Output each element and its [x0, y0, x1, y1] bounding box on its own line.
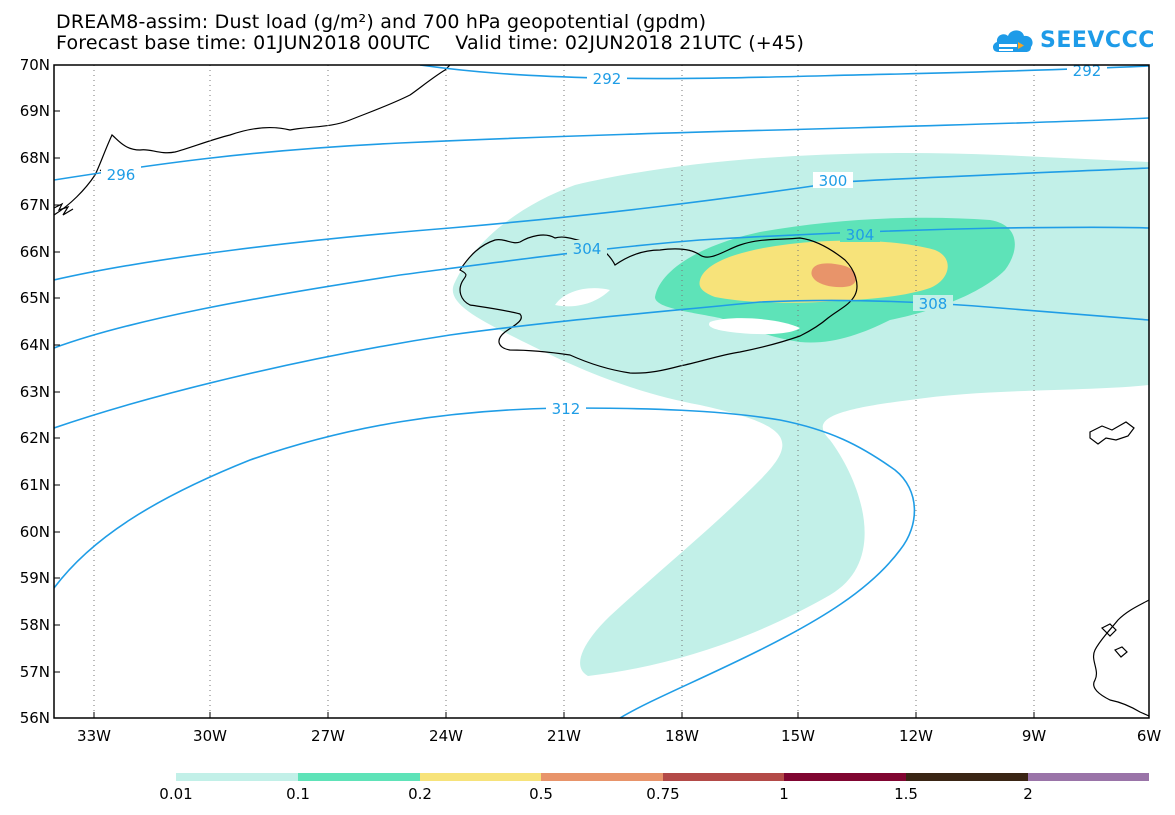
brand-text: SEEVCCC — [1040, 27, 1155, 53]
faroe-coast — [1089, 421, 1135, 445]
contour-296 — [54, 117, 1149, 181]
geopotential-contours — [54, 65, 1149, 718]
colorbar-swatch — [420, 773, 541, 781]
colorbar-label: 1.5 — [894, 785, 918, 803]
seevccc-logo: SEEVCCC — [990, 20, 1155, 60]
colorbar-swatch — [784, 773, 906, 781]
lat-label: 68N — [20, 149, 50, 167]
axis-ticks — [54, 64, 1150, 719]
greenland-coast — [54, 65, 451, 216]
longitude-labels: 33W 30W 27W 24W 21W 18W 15W 12W 9W 6W — [77, 727, 1161, 745]
contour-labels: 292 292 296 300 304 304 308 312 — [101, 62, 1107, 418]
lat-label: 63N — [20, 383, 50, 401]
contour-label-292-b: 292 — [1073, 62, 1102, 80]
lon-label: 21W — [547, 727, 581, 745]
lat-label: 67N — [20, 196, 50, 214]
contour-304 — [54, 226, 1149, 349]
colorbar-label: 0.01 — [159, 785, 193, 803]
colorbar-label: 1 — [779, 785, 789, 803]
scotland-coast — [1092, 599, 1149, 717]
lon-label: 18W — [665, 727, 699, 745]
contour-label-292-a: 292 — [593, 70, 622, 88]
colorbar-swatch — [298, 773, 420, 781]
lat-label: 69N — [20, 102, 50, 120]
cloud-logo-icon — [992, 30, 1033, 52]
colorbar-swatch — [663, 773, 784, 781]
contour-label-312: 312 — [552, 400, 581, 418]
dust-level-0-5 — [811, 263, 857, 288]
lat-label: 66N — [20, 243, 50, 261]
contour-label-296: 296 — [107, 166, 136, 184]
colorbar-label: 0.75 — [646, 785, 680, 803]
lat-label: 58N — [20, 616, 50, 634]
colorbar-swatch — [906, 773, 1028, 781]
lat-label: 65N — [20, 289, 50, 307]
dust-load-shading — [453, 153, 1149, 676]
contour-label-308: 308 — [919, 295, 948, 313]
lat-label: 57N — [20, 663, 50, 681]
colorbar-label: 0.2 — [408, 785, 432, 803]
lon-label: 27W — [311, 727, 345, 745]
contour-label-300: 300 — [819, 172, 848, 190]
lon-label: 33W — [77, 727, 111, 745]
contour-label-304-b: 304 — [846, 226, 875, 244]
lat-label: 61N — [20, 476, 50, 494]
lat-label: 56N — [20, 709, 50, 727]
colorbar-label: 2 — [1023, 785, 1033, 803]
map-title: DREAM8-assim: Dust load (g/m²) and 700 h… — [56, 11, 707, 33]
colorbar-swatch — [176, 773, 298, 781]
colorbar-label: 0.1 — [286, 785, 310, 803]
lat-label: 59N — [20, 569, 50, 587]
forecast-time-subtitle: Forecast base time: 01JUN2018 00UTC Vali… — [56, 32, 805, 54]
lat-label: 70N — [20, 56, 50, 74]
lon-label: 24W — [429, 727, 463, 745]
colorbar-swatch — [541, 773, 663, 781]
lat-label: 62N — [20, 429, 50, 447]
contour-300 — [54, 167, 1149, 281]
colorbar-swatch — [1028, 773, 1149, 781]
contour-312 — [54, 407, 916, 718]
colorbar-label: 0.5 — [529, 785, 553, 803]
lon-label: 15W — [781, 727, 815, 745]
lon-label: 30W — [193, 727, 227, 745]
lon-label: 12W — [899, 727, 933, 745]
lon-label: 9W — [1022, 727, 1047, 745]
lat-label: 60N — [20, 523, 50, 541]
contour-308 — [54, 299, 1149, 429]
lat-label: 64N — [20, 336, 50, 354]
colorbar — [176, 773, 1149, 781]
contour-292 — [419, 65, 1149, 80]
contour-label-304-a: 304 — [573, 240, 602, 258]
lon-label: 6W — [1137, 727, 1162, 745]
latitude-labels: 70N 69N 68N 67N 66N 65N 64N 63N 62N 61N … — [20, 56, 50, 727]
